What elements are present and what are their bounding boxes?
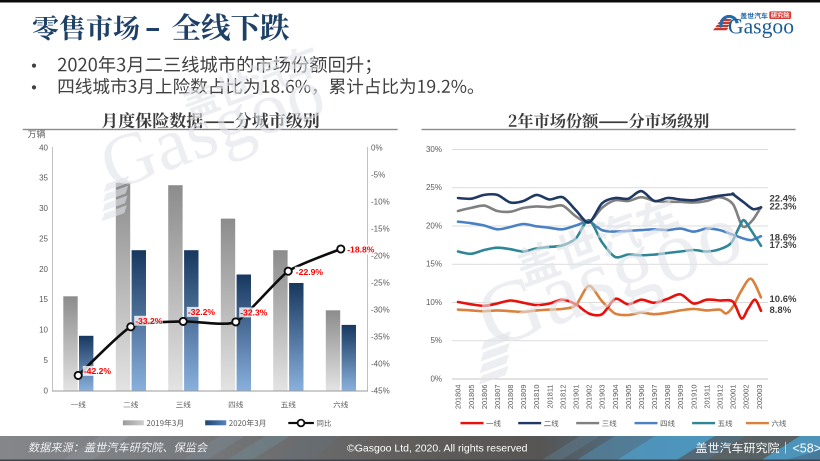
- svg-text:0%: 0%: [371, 143, 383, 152]
- svg-text:201805: 201805: [467, 385, 476, 410]
- svg-text:40: 40: [39, 143, 48, 152]
- svg-text:15%: 15%: [426, 260, 442, 269]
- svg-text:-22.9%: -22.9%: [296, 267, 324, 277]
- svg-text:0%: 0%: [430, 374, 442, 383]
- svg-text:-32.3%: -32.3%: [240, 308, 268, 318]
- svg-text:201811: 201811: [545, 385, 554, 409]
- svg-text:201904: 201904: [611, 385, 620, 410]
- svg-text:-32.2%: -32.2%: [188, 307, 216, 317]
- svg-text:20: 20: [39, 265, 48, 274]
- svg-text:25%: 25%: [426, 183, 442, 192]
- svg-text:©Gasgoo Ltd, 2020. All rights: ©Gasgoo Ltd, 2020. All rights reserved: [347, 443, 528, 455]
- svg-text:201808: 201808: [506, 385, 515, 410]
- svg-text:30%: 30%: [426, 145, 442, 154]
- svg-text:22.3%: 22.3%: [770, 201, 797, 212]
- svg-text:201911: 201911: [702, 385, 711, 409]
- svg-text:201909: 201909: [676, 385, 685, 410]
- svg-text:-40%: -40%: [371, 359, 390, 368]
- svg-text:201901: 201901: [572, 385, 581, 410]
- svg-text:18.6%: 18.6%: [770, 233, 797, 244]
- svg-text:201807: 201807: [493, 385, 502, 410]
- svg-text:20%: 20%: [426, 221, 442, 230]
- svg-text:35: 35: [39, 174, 48, 183]
- svg-text:-20%: -20%: [371, 251, 390, 260]
- svg-text:10.6%: 10.6%: [770, 294, 797, 305]
- svg-text:-33.2%: -33.2%: [135, 316, 163, 326]
- svg-text:5: 5: [44, 356, 49, 365]
- svg-text:201804: 201804: [454, 385, 463, 410]
- svg-text:201810: 201810: [532, 385, 541, 410]
- svg-text:202003: 202003: [755, 385, 764, 410]
- svg-text:201908: 201908: [663, 385, 672, 410]
- svg-text:201809: 201809: [519, 385, 528, 410]
- svg-text:10%: 10%: [426, 298, 442, 307]
- svg-text:10: 10: [39, 326, 48, 335]
- svg-text:-30%: -30%: [371, 305, 390, 314]
- svg-text:22.4%: 22.4%: [770, 194, 797, 205]
- svg-text:201912: 201912: [716, 385, 725, 410]
- svg-text:25: 25: [39, 234, 48, 243]
- svg-text:201903: 201903: [598, 385, 607, 410]
- svg-text:201910: 201910: [689, 385, 698, 410]
- svg-text:5%: 5%: [430, 336, 442, 345]
- svg-text:15: 15: [39, 295, 48, 304]
- svg-text:-25%: -25%: [371, 278, 390, 287]
- svg-text:8.8%: 8.8%: [770, 305, 792, 316]
- svg-text:30: 30: [39, 204, 48, 213]
- svg-text:202002: 202002: [742, 385, 751, 410]
- svg-text:0: 0: [44, 386, 49, 395]
- svg-text:-42.2%: -42.2%: [84, 366, 112, 376]
- svg-text:-15%: -15%: [371, 224, 390, 233]
- svg-text:<58>: <58>: [793, 441, 820, 455]
- svg-text:17.3%: 17.3%: [770, 240, 797, 251]
- svg-text:201906: 201906: [637, 385, 646, 410]
- svg-text:201812: 201812: [558, 385, 567, 410]
- svg-text:-10%: -10%: [371, 197, 390, 206]
- svg-text:201806: 201806: [480, 385, 489, 410]
- svg-text:-45%: -45%: [371, 386, 390, 395]
- svg-text:-18.8%: -18.8%: [347, 245, 375, 255]
- svg-text:201905: 201905: [624, 385, 633, 410]
- svg-text:201902: 201902: [585, 385, 594, 410]
- svg-text:-5%: -5%: [371, 170, 385, 179]
- svg-text:202001: 202001: [729, 385, 738, 410]
- svg-text:-35%: -35%: [371, 332, 390, 341]
- svg-text:201907: 201907: [650, 385, 659, 410]
